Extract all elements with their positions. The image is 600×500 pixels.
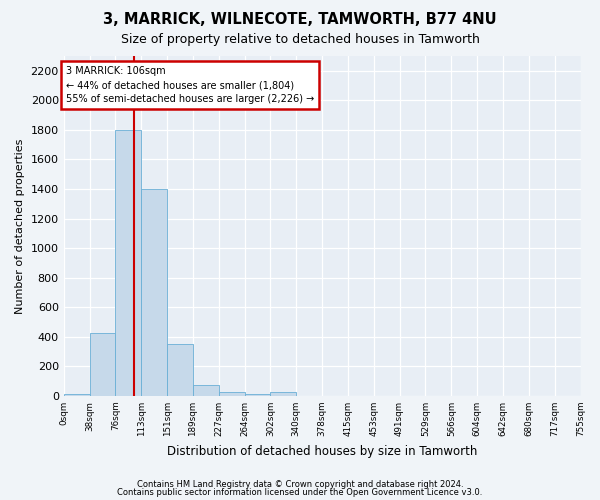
- Text: Contains public sector information licensed under the Open Government Licence v3: Contains public sector information licen…: [118, 488, 482, 497]
- Y-axis label: Number of detached properties: Number of detached properties: [15, 138, 25, 314]
- Text: Size of property relative to detached houses in Tamworth: Size of property relative to detached ho…: [121, 32, 479, 46]
- Text: 3, MARRICK, WILNECOTE, TAMWORTH, B77 4NU: 3, MARRICK, WILNECOTE, TAMWORTH, B77 4NU: [103, 12, 497, 28]
- Text: Contains HM Land Registry data © Crown copyright and database right 2024.: Contains HM Land Registry data © Crown c…: [137, 480, 463, 489]
- Bar: [64, 394, 89, 396]
- Bar: [89, 333, 115, 396]
- Bar: [193, 386, 219, 396]
- Bar: [245, 394, 271, 396]
- Bar: [167, 344, 193, 396]
- Bar: [271, 392, 296, 396]
- Bar: [141, 189, 167, 396]
- Bar: [115, 130, 141, 396]
- Text: 3 MARRICK: 106sqm
← 44% of detached houses are smaller (1,804)
55% of semi-detac: 3 MARRICK: 106sqm ← 44% of detached hous…: [66, 66, 314, 104]
- Bar: [219, 392, 245, 396]
- X-axis label: Distribution of detached houses by size in Tamworth: Distribution of detached houses by size …: [167, 444, 477, 458]
